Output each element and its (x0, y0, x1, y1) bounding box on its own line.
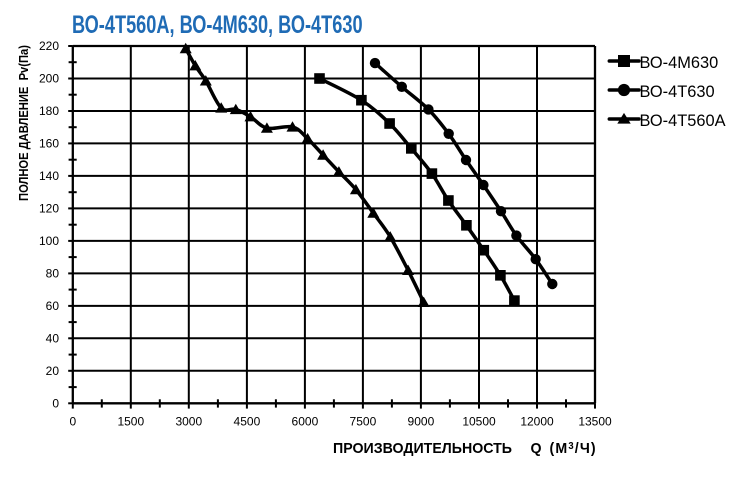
svg-text:10500: 10500 (462, 415, 496, 429)
svg-text:12000: 12000 (520, 415, 554, 429)
svg-text:ВО-4Т560А: ВО-4Т560А (640, 112, 726, 130)
svg-text:160: 160 (39, 137, 59, 151)
svg-text:4500: 4500 (234, 415, 261, 429)
svg-text:13500: 13500 (578, 415, 612, 429)
svg-text:220: 220 (39, 39, 59, 53)
svg-text:0: 0 (69, 415, 76, 429)
svg-text:9000: 9000 (408, 415, 435, 429)
svg-text:ВО-4М630: ВО-4М630 (640, 54, 719, 72)
svg-text:180: 180 (39, 104, 59, 118)
svg-text:100: 100 (39, 234, 59, 248)
svg-text:3000: 3000 (175, 415, 202, 429)
svg-text:6000: 6000 (292, 415, 319, 429)
svg-text:0: 0 (52, 397, 59, 411)
svg-text:140: 140 (39, 169, 59, 183)
svg-text:200: 200 (39, 72, 59, 86)
svg-text:60: 60 (46, 299, 60, 313)
svg-text:80: 80 (46, 267, 60, 281)
svg-text:40: 40 (46, 332, 60, 346)
svg-text:7500: 7500 (350, 415, 377, 429)
svg-text:20: 20 (46, 364, 60, 378)
svg-text:1500: 1500 (117, 415, 144, 429)
svg-text:120: 120 (39, 202, 59, 216)
svg-text:ВО-4Т630: ВО-4Т630 (640, 83, 715, 101)
